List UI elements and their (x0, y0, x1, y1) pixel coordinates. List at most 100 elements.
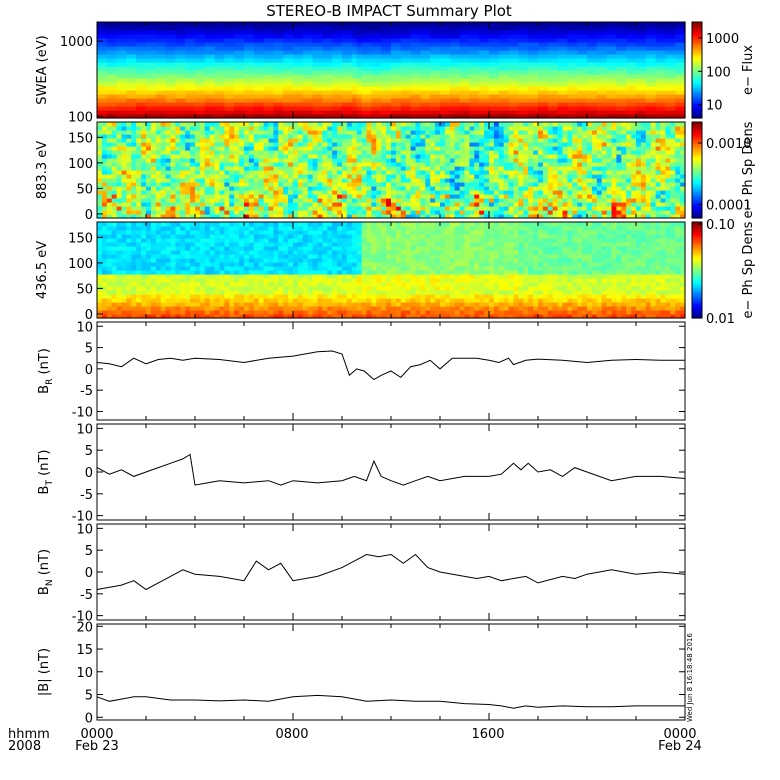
heatmap-cell (165, 122, 172, 127)
heatmap-cell (503, 154, 510, 159)
heatmap-cell (346, 198, 353, 203)
heatmap-cell (185, 54, 191, 59)
heatmap-cell (234, 62, 240, 67)
heatmap-cell (160, 194, 167, 199)
heatmap-cell (106, 174, 113, 179)
heatmap-cell (484, 38, 490, 43)
heatmap-cell (175, 122, 181, 127)
heatmap-cell (219, 114, 225, 119)
heatmap-cell (435, 214, 441, 219)
heatmap-cell (244, 138, 250, 143)
heatmap-cell (474, 138, 480, 143)
heatmap-cell (391, 58, 397, 63)
heatmap-cell (199, 54, 206, 59)
heatmap-cell (219, 22, 225, 27)
heatmap-cell (234, 154, 240, 159)
heatmap-cell (513, 110, 519, 115)
heatmap-cell (199, 98, 206, 103)
heatmap-cell (645, 70, 652, 75)
heatmap-cell (621, 78, 627, 83)
heatmap-cell (508, 74, 515, 79)
heatmap-cell (444, 186, 451, 191)
colorbar-swatch (692, 72, 702, 76)
heatmap-cell (322, 50, 328, 55)
heatmap-cell (533, 30, 539, 35)
heatmap-cell (199, 126, 206, 131)
heatmap-cell (288, 138, 294, 143)
heatmap-cell (307, 202, 314, 207)
heatmap-cell (337, 50, 343, 55)
heatmap-cell (195, 82, 201, 87)
heatmap-cell (498, 150, 505, 155)
heatmap-cell (660, 106, 666, 111)
heatmap-cell (268, 78, 274, 83)
heatmap-cell (248, 42, 255, 47)
heatmap-cell (185, 146, 191, 151)
heatmap-cell (312, 46, 319, 51)
heatmap-cell (253, 22, 260, 27)
heatmap-cell (342, 54, 348, 59)
heatmap-cell (611, 50, 617, 55)
heatmap-cell (126, 130, 132, 135)
heatmap-cell (469, 190, 475, 195)
heatmap-cell (263, 142, 270, 147)
heatmap-cell (567, 110, 573, 115)
heatmap-cell (601, 22, 608, 27)
heatmap-cell (155, 146, 162, 151)
heatmap-cell (567, 74, 573, 79)
heatmap-cell (420, 198, 426, 203)
heatmap-cell (219, 50, 225, 55)
heatmap-cell (160, 138, 167, 143)
heatmap-cell (346, 166, 353, 171)
heatmap-cell (449, 122, 456, 127)
heatmap-cell (346, 42, 353, 47)
heatmap-cell (420, 106, 426, 111)
heatmap-cell (297, 46, 304, 51)
heatmap-cell (518, 102, 524, 107)
heatmap-cell (405, 214, 412, 219)
heatmap-cell (381, 166, 387, 171)
heatmap-cell (239, 166, 245, 171)
heatmap-cell (307, 74, 314, 79)
heatmap-cell (185, 50, 191, 55)
heatmap-cell (346, 134, 353, 139)
heatmap-cell (547, 30, 554, 35)
heatmap-cell (459, 46, 466, 51)
heatmap-cell (214, 190, 221, 195)
heatmap-cell (665, 70, 671, 75)
heatmap-cell (131, 194, 137, 199)
heatmap-cell (611, 82, 617, 87)
heatmap-cell (224, 58, 230, 63)
heatmap-cell (464, 186, 470, 191)
heatmap-cell (464, 26, 470, 31)
heatmap-cell (484, 138, 490, 143)
heatmap-cell (366, 202, 372, 207)
heatmap-cell (101, 190, 108, 195)
heatmap-cell (503, 26, 510, 31)
heatmap-cell (636, 26, 642, 31)
heatmap-cell (209, 78, 216, 83)
heatmap-cell (346, 82, 353, 87)
heatmap-cell (415, 146, 421, 151)
heatmap-cell (361, 110, 368, 115)
heatmap-cell (268, 134, 274, 139)
heatmap-cell (239, 102, 245, 107)
heatmap-cell (523, 98, 529, 103)
heatmap-cell (332, 66, 338, 71)
heatmap-cell (552, 110, 559, 115)
heatmap-cell (322, 190, 328, 195)
heatmap-cell (552, 78, 559, 83)
heatmap-cell (395, 194, 402, 199)
heatmap-cell (248, 170, 255, 175)
heatmap-cell (160, 146, 167, 151)
heatmap-cell (587, 74, 593, 79)
heatmap-cell (126, 98, 132, 103)
heatmap-cell (317, 34, 323, 39)
heatmap-cell (185, 158, 191, 163)
heatmap-cell (376, 102, 382, 107)
heatmap-cell (479, 82, 485, 87)
heatmap-cell (484, 46, 490, 51)
heatmap-cell (449, 182, 456, 187)
heatmap-cell (268, 214, 274, 219)
heatmap-cell (391, 54, 397, 59)
